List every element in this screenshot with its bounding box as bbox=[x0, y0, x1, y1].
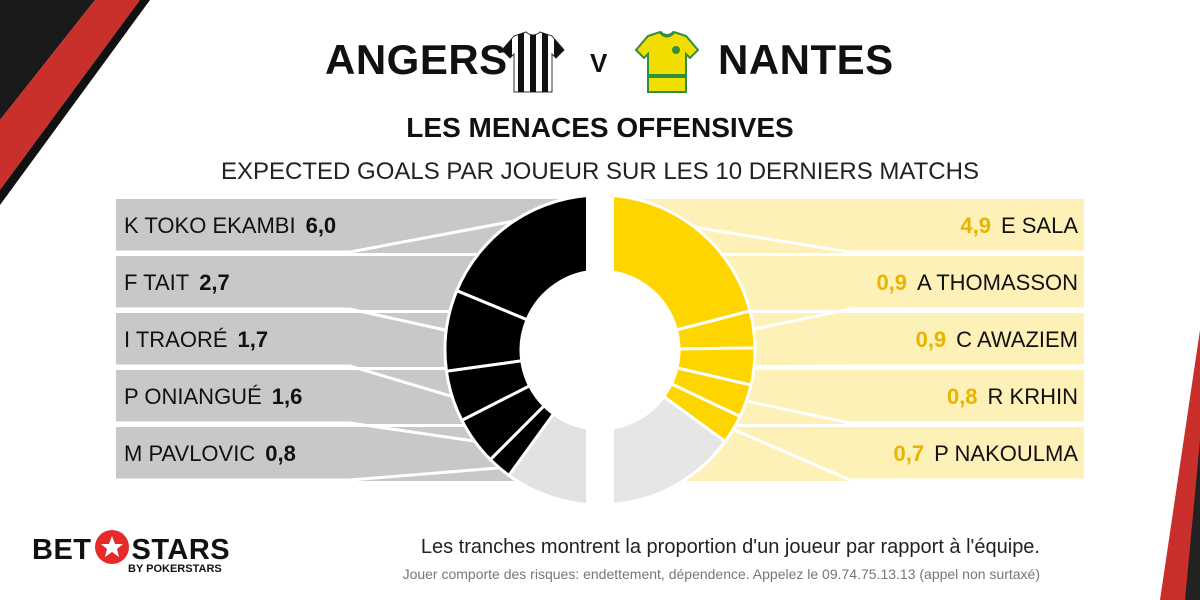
leader-line bbox=[116, 421, 475, 443]
match-header: ANGERS V NANTES bbox=[0, 30, 1200, 93]
player-name: K TOKO EKAMBI bbox=[124, 213, 296, 238]
chart-subtitle: EXPECTED GOALS PAR JOUEUR SUR LES 10 DER… bbox=[221, 158, 979, 185]
leader-line bbox=[753, 307, 1084, 331]
home-player-row: P ONIANGUÉ 1,6 bbox=[116, 370, 312, 424]
player-xg-value: 4,9 bbox=[960, 213, 991, 238]
away-player-row: 0,7 P NAKOULMA bbox=[884, 427, 1078, 481]
home-player-row: K TOKO EKAMBI 6,0 bbox=[116, 199, 346, 253]
leader-line bbox=[754, 364, 1084, 369]
player-name: C AWAZIEM bbox=[956, 327, 1078, 352]
logo-subtitle: BY POKERSTARS bbox=[128, 563, 222, 575]
angers-jersey-icon bbox=[501, 31, 565, 93]
home-player-row: I TRAORÉ 1,7 bbox=[116, 313, 278, 367]
home-player-row: M PAVLOVIC 0,8 bbox=[116, 427, 306, 481]
nantes-jersey-icon bbox=[634, 30, 700, 93]
leader-line bbox=[732, 427, 1084, 482]
away-player-row: 0,9 A THOMASSON bbox=[866, 256, 1078, 310]
player-xg-value: 1,7 bbox=[237, 327, 269, 352]
player-name: M PAVLOVIC bbox=[124, 441, 256, 466]
player-xg-value: 0,9 bbox=[915, 327, 947, 352]
away-player-row: 0,9 C AWAZIEM bbox=[906, 313, 1078, 367]
player-xg-value: 0,9 bbox=[876, 270, 908, 295]
player-name: E SALA bbox=[1000, 213, 1078, 238]
player-xg-value: 0,8 bbox=[946, 384, 978, 409]
leader-line bbox=[116, 307, 447, 332]
center-divider bbox=[586, 180, 614, 510]
versus-label: V bbox=[590, 48, 608, 78]
leader-line bbox=[694, 225, 1084, 254]
leader-line bbox=[746, 399, 1084, 425]
player-xg-value: 2,7 bbox=[199, 270, 230, 295]
footnote: Les tranches montrent la proportion d'un… bbox=[420, 536, 1040, 558]
player-name: R KRHIN bbox=[987, 384, 1078, 409]
star-icon bbox=[94, 530, 129, 564]
player-name: F TAIT bbox=[124, 270, 190, 295]
leader-line bbox=[116, 466, 500, 482]
player-xg-value: 0,8 bbox=[265, 441, 296, 466]
player-xg-value: 0,7 bbox=[893, 441, 925, 466]
betstars-logo: BET STARS BY POKERSTARS bbox=[32, 530, 242, 580]
away-team-name: NANTES bbox=[718, 36, 894, 83]
home-player-row: F TAIT 2,7 bbox=[116, 256, 240, 310]
leader-line bbox=[116, 364, 453, 398]
player-name: I TRAORÉ bbox=[124, 327, 228, 352]
chart-title: LES MENACES OFFENSIVES bbox=[406, 112, 794, 143]
player-xg-value: 6,0 bbox=[305, 213, 337, 238]
logo-text-left: BET bbox=[32, 534, 92, 566]
player-xg-value: 1,6 bbox=[271, 384, 303, 409]
player-name: P NAKOULMA bbox=[934, 441, 1078, 466]
player-name: A THOMASSON bbox=[917, 270, 1078, 295]
gambling-disclaimer: Jouer comporte des risques: endettement,… bbox=[402, 566, 1040, 582]
leader-line bbox=[116, 219, 515, 254]
home-team-name: ANGERS bbox=[325, 36, 508, 83]
logo-text-right: STARS bbox=[131, 534, 231, 566]
player-name: P ONIANGUÉ bbox=[124, 384, 262, 409]
away-player-row: 0,8 R KRHIN bbox=[937, 370, 1078, 424]
away-player-row: 4,9 E SALA bbox=[950, 199, 1078, 253]
